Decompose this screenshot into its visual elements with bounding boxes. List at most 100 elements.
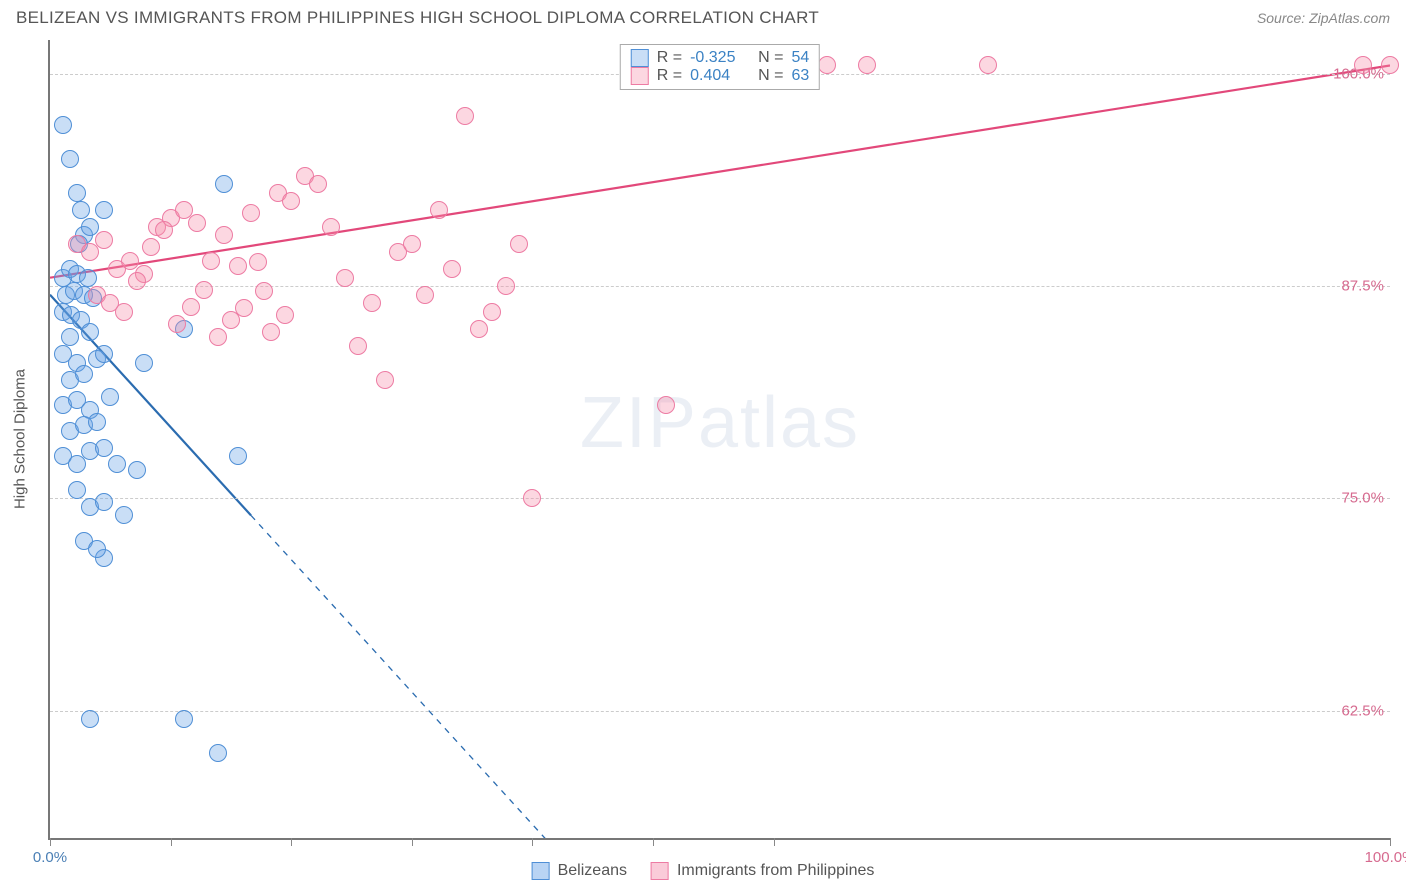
data-point — [68, 455, 86, 473]
data-point — [195, 281, 213, 299]
legend-item: Immigrants from Philippines — [651, 862, 874, 880]
legend-item: Belizeans — [532, 862, 627, 880]
data-point — [209, 744, 227, 762]
chart-title: BELIZEAN VS IMMIGRANTS FROM PHILIPPINES … — [16, 8, 819, 28]
legend-label: Immigrants from Philippines — [677, 862, 874, 880]
legend-label: Belizeans — [558, 862, 627, 880]
data-point — [1381, 56, 1399, 74]
data-point — [229, 447, 247, 465]
correlation-legend: R = -0.325 N = 54 R = 0.404 N = 63 — [620, 44, 820, 90]
data-point — [135, 354, 153, 372]
data-point — [95, 231, 113, 249]
data-point — [95, 439, 113, 457]
data-point — [403, 235, 421, 253]
data-point — [95, 493, 113, 511]
data-point — [155, 221, 173, 239]
gridline — [50, 498, 1390, 499]
data-point — [115, 506, 133, 524]
legend-swatch — [631, 49, 649, 67]
data-point — [336, 269, 354, 287]
data-point — [101, 388, 119, 406]
data-point — [54, 116, 72, 134]
x-tick — [291, 838, 292, 846]
series-legend: Belizeans Immigrants from Philippines — [532, 862, 875, 880]
y-tick-label: 62.5% — [1341, 702, 1384, 719]
legend-row: R = 0.404 N = 63 — [631, 67, 809, 85]
legend-row: R = -0.325 N = 54 — [631, 49, 809, 67]
x-tick-label: 100.0% — [1365, 849, 1406, 866]
data-point — [858, 56, 876, 74]
data-point — [443, 260, 461, 278]
data-point — [416, 286, 434, 304]
data-point — [497, 277, 515, 295]
y-axis-label: High School Diploma — [12, 369, 29, 509]
data-point — [1354, 56, 1372, 74]
data-point — [81, 323, 99, 341]
gridline — [50, 286, 1390, 287]
data-point — [215, 226, 233, 244]
data-point — [242, 204, 260, 222]
watermark: ZIPatlas — [580, 382, 860, 464]
data-point — [215, 175, 233, 193]
data-point — [322, 218, 340, 236]
data-point — [88, 540, 106, 558]
data-point — [61, 328, 79, 346]
n-value: 54 — [791, 49, 809, 67]
data-point — [68, 184, 86, 202]
x-tick — [653, 838, 654, 846]
data-point — [510, 235, 528, 253]
data-point — [309, 175, 327, 193]
data-point — [657, 396, 675, 414]
gridline — [50, 711, 1390, 712]
data-point — [209, 328, 227, 346]
data-point — [115, 303, 133, 321]
data-point — [363, 294, 381, 312]
data-point — [68, 481, 86, 499]
data-point — [182, 298, 200, 316]
data-point — [168, 315, 186, 333]
x-tick-label: 0.0% — [33, 849, 67, 866]
data-point — [202, 252, 220, 270]
data-point — [61, 150, 79, 168]
data-point — [249, 253, 267, 271]
data-point — [229, 257, 247, 275]
data-point — [175, 710, 193, 728]
x-tick — [774, 838, 775, 846]
data-point — [470, 320, 488, 338]
x-tick — [412, 838, 413, 846]
data-point — [188, 214, 206, 232]
data-point — [255, 282, 273, 300]
data-point — [72, 201, 90, 219]
data-point — [282, 192, 300, 210]
data-point — [523, 489, 541, 507]
source-attribution: Source: ZipAtlas.com — [1257, 10, 1390, 26]
data-point — [79, 269, 97, 287]
r-value: 0.404 — [690, 67, 750, 85]
legend-swatch — [651, 862, 669, 880]
legend-swatch — [532, 862, 550, 880]
data-point — [376, 371, 394, 389]
x-tick — [532, 838, 533, 846]
data-point — [95, 201, 113, 219]
x-tick — [1390, 838, 1391, 846]
n-value: 63 — [791, 67, 809, 85]
x-tick — [171, 838, 172, 846]
data-point — [430, 201, 448, 219]
n-label: N = — [758, 49, 783, 67]
data-point — [128, 461, 146, 479]
data-point — [818, 56, 836, 74]
r-value: -0.325 — [690, 49, 750, 67]
data-point — [979, 56, 997, 74]
data-point — [75, 365, 93, 383]
n-label: N = — [758, 67, 783, 85]
y-tick-label: 87.5% — [1341, 278, 1384, 295]
r-label: R = — [657, 67, 682, 85]
data-point — [88, 413, 106, 431]
data-point — [483, 303, 501, 321]
legend-swatch — [631, 67, 649, 85]
data-point — [81, 710, 99, 728]
data-point — [142, 238, 160, 256]
r-label: R = — [657, 49, 682, 67]
data-point — [349, 337, 367, 355]
trend-lines — [50, 40, 1390, 838]
